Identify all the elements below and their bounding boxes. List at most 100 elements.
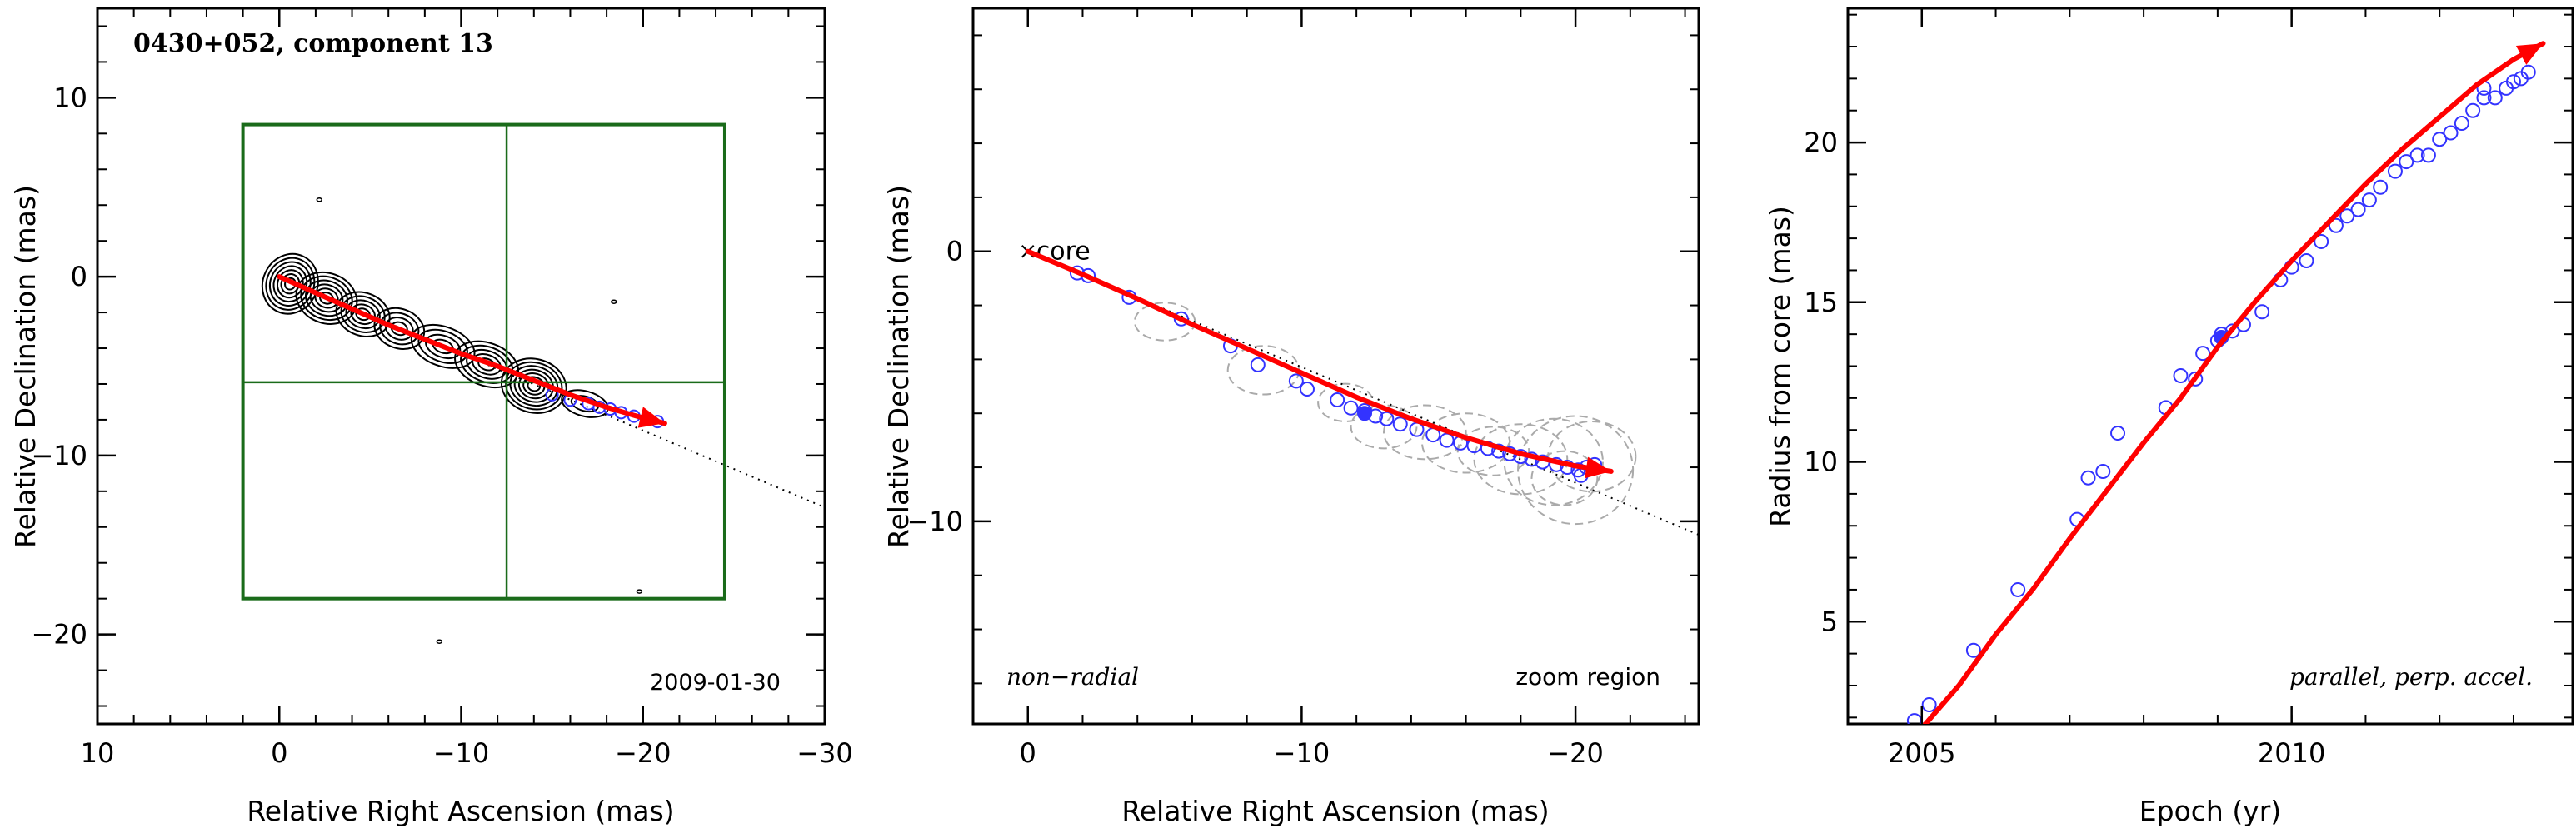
middle-data-point xyxy=(1439,432,1455,448)
right-data-point xyxy=(2399,154,2414,170)
left-track-arrowhead xyxy=(637,407,665,428)
right-data-point xyxy=(2520,64,2536,80)
left-contour-speck xyxy=(636,589,643,594)
right-xtick-label: 2010 xyxy=(2258,737,2325,769)
right-data-point xyxy=(2409,147,2425,163)
middle-component-ellipse xyxy=(1350,404,1418,450)
right-data-point xyxy=(2454,116,2469,132)
middle-ylabel: Relative Declination (mas) xyxy=(882,185,915,548)
middle-core-label: core xyxy=(1036,237,1091,267)
right-data-point xyxy=(2188,371,2204,387)
left-ytick-label: 10 xyxy=(53,82,87,113)
middle-annotation-left: non−radial xyxy=(1006,663,1139,691)
right-data-point xyxy=(2420,147,2436,163)
middle-plot-frame xyxy=(971,7,1700,726)
middle-ytick-label: −10 xyxy=(906,506,963,537)
right-annotation: parallel, perp. accel. xyxy=(2289,663,2533,691)
right-data-point xyxy=(2080,470,2096,486)
right-data-point xyxy=(2432,132,2448,147)
middle-annotation-right: zoom region xyxy=(1515,663,1660,691)
middle-data-point xyxy=(1299,382,1315,397)
middle-filled-point xyxy=(1357,406,1373,421)
right-data-point xyxy=(2373,179,2389,195)
right-ytick-label: 5 xyxy=(1821,606,1838,637)
middle-component-ellipse xyxy=(1503,417,1604,506)
right-data-point xyxy=(2314,233,2329,249)
right-ytick-label: 15 xyxy=(1804,287,1838,318)
middle-component-ellipse xyxy=(1517,415,1635,526)
middle-component-ellipse xyxy=(1473,423,1569,496)
left-contour xyxy=(513,368,554,403)
middle-component-ellipse xyxy=(1530,450,1599,506)
right-data-point xyxy=(2299,252,2314,268)
left-xtick-label: −30 xyxy=(796,737,853,769)
middle-plot-area: core xyxy=(1021,237,1699,536)
middle-data-point xyxy=(1392,416,1408,432)
left-xlabel: Relative Right Ascension (mas) xyxy=(247,795,674,827)
right-xtick-label: 2005 xyxy=(1888,737,1955,769)
left-plot-frame xyxy=(96,7,826,726)
left-track xyxy=(277,274,667,426)
middle-data-point xyxy=(1379,411,1395,426)
middle-xlabel: Relative Right Ascension (mas) xyxy=(1121,795,1549,827)
middle-xtick-label: −20 xyxy=(1547,737,1604,769)
left-ylabel: Relative Declination (mas) xyxy=(9,185,42,548)
left-plot-area xyxy=(241,122,825,644)
right-data-point xyxy=(1965,642,1981,658)
middle-data-point xyxy=(1288,373,1304,389)
middle-data-point xyxy=(1173,311,1189,327)
right-track-arrowhead xyxy=(2515,43,2544,65)
right-ytick-label: 10 xyxy=(1804,446,1838,478)
right-xlabel: Epoch (yr) xyxy=(2139,795,2281,827)
left-zoom-box xyxy=(241,122,726,601)
right-data-point xyxy=(2487,90,2503,106)
left-reference-line xyxy=(278,276,825,509)
middle-track xyxy=(1025,248,1614,474)
right-ytick-label: 20 xyxy=(1804,127,1838,158)
right-plot-area xyxy=(1906,41,2546,724)
left-contour xyxy=(570,395,600,413)
middle-ytick-label: 0 xyxy=(946,236,963,267)
right-data-point xyxy=(2173,368,2189,384)
middle-component-ellipse xyxy=(1547,420,1637,493)
right-data-point xyxy=(1906,713,1922,724)
left-xtick-label: −20 xyxy=(615,737,671,769)
left-contour-speck xyxy=(316,197,323,202)
middle-data-point xyxy=(1343,400,1359,416)
right-data-point xyxy=(2350,202,2366,217)
right-plot-frame xyxy=(1846,7,2574,726)
left-xtick-label: 0 xyxy=(271,737,287,769)
right-track xyxy=(1922,41,2546,724)
left-date-label: 2009-01-30 xyxy=(650,670,781,696)
panel-right: parallel, perp. accel. Epoch (yr) Radius… xyxy=(1764,7,2574,827)
left-xtick-label: 10 xyxy=(81,737,115,769)
right-data-point xyxy=(2010,581,2026,597)
right-data-point xyxy=(2476,90,2492,106)
left-xtick-label: −10 xyxy=(433,737,490,769)
left-title: 0430+052, component 13 xyxy=(133,29,493,58)
right-data-point xyxy=(2195,346,2211,362)
left-contour-speck xyxy=(436,639,443,644)
left-ytick-label: 0 xyxy=(71,261,87,292)
middle-component-ellipse xyxy=(1421,412,1511,474)
panel-middle: non−radial zoom region Relative Right As… xyxy=(882,7,1700,827)
panel-left: 0430+052, component 13 2009-01-30 Relati… xyxy=(9,7,853,827)
middle-data-point xyxy=(1330,392,1345,408)
middle-data-point xyxy=(1250,357,1266,372)
left-contour-speck xyxy=(611,299,617,304)
right-data-point xyxy=(2110,426,2126,441)
right-data-point xyxy=(2387,163,2403,179)
right-data-point xyxy=(2339,208,2355,224)
right-data-point xyxy=(2443,125,2459,141)
right-ylabel: Radius from core (mas) xyxy=(1764,206,1796,527)
left-ytick-label: −20 xyxy=(31,619,87,651)
right-data-point xyxy=(1921,696,1937,712)
left-ytick-label: −10 xyxy=(31,440,87,471)
right-data-point xyxy=(2095,464,2111,480)
middle-component-ellipse xyxy=(1383,404,1467,461)
right-data-point xyxy=(2465,102,2481,118)
middle-component-ellipse xyxy=(1456,426,1530,476)
middle-xtick-label: −10 xyxy=(1274,737,1330,769)
right-data-point xyxy=(2361,192,2377,208)
